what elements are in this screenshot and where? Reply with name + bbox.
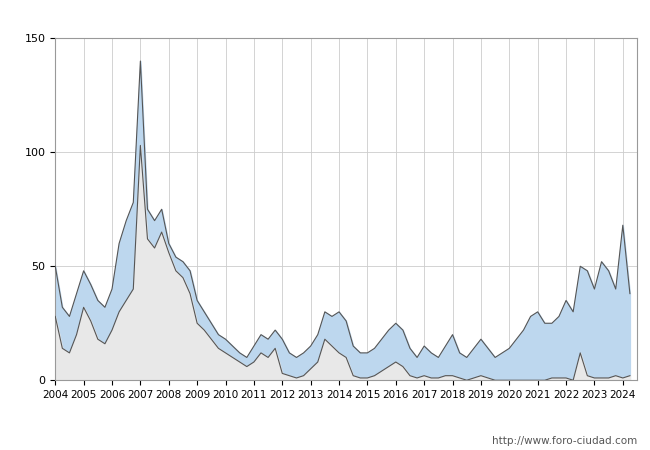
Text: Ceutí - Evolucion del Nº de Transacciones Inmobiliarias: Ceutí - Evolucion del Nº de Transaccione… [124, 8, 526, 23]
Text: http://www.foro-ciudad.com: http://www.foro-ciudad.com [492, 436, 637, 446]
